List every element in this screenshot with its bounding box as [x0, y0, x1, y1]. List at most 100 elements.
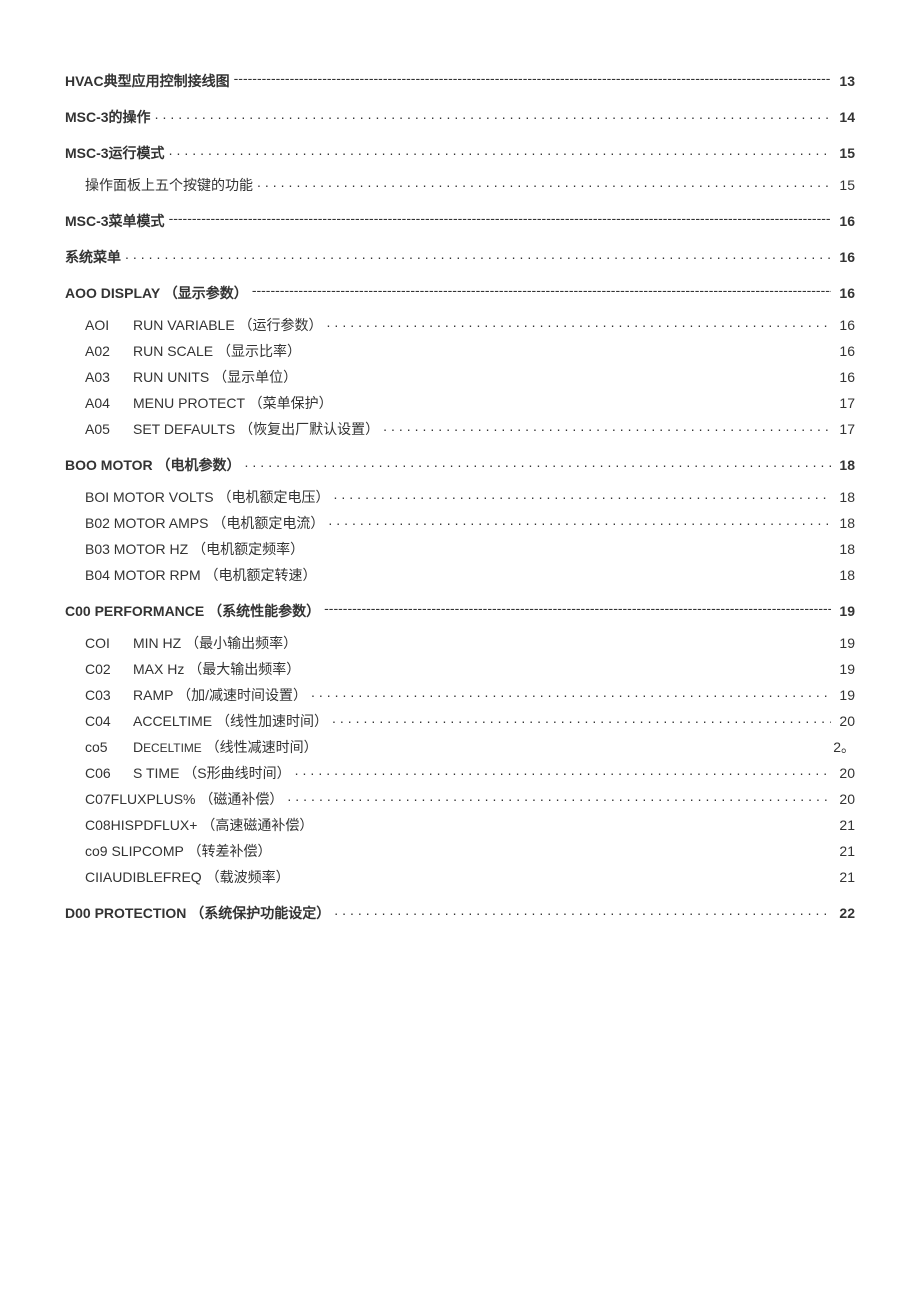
toc-entry: A03 RUN UNITS （显示单位） 16 — [65, 367, 855, 387]
toc-entry: A05SET DEFAULTS （恢复出厂默认设置）17 — [65, 419, 855, 439]
toc-entry-label: SET DEFAULTS （恢复出厂默认设置） — [133, 419, 379, 439]
toc-entry: C03RAMP （加/减速时间设置）19 — [65, 685, 855, 705]
toc-entry: MSC-3运行模式 15 — [65, 143, 855, 163]
toc-entry-label: C08HISPDFLUX+ （高速磁通补偿） — [85, 815, 313, 835]
toc-entry-page: 18 — [835, 567, 855, 583]
toc-entry-label: AOO DISPLAY （显示参数） — [65, 283, 248, 303]
toc-entry: C06S TIME （S形曲线时间）20 — [65, 763, 855, 783]
toc-entry-page: 19 — [835, 635, 855, 651]
toc-entry: D00 PROTECTION （系统保护功能设定）22 — [65, 903, 855, 923]
toc-entry-label: RUN UNITS （显示单位） — [133, 367, 297, 387]
toc-entry-label: RUN VARIABLE （运行参数） — [133, 315, 323, 335]
toc-entry-page: 21 — [835, 869, 855, 885]
toc-entry: COIMIN HZ （最小输出频率）19 — [65, 633, 855, 653]
toc-entry-page: 19 — [835, 687, 855, 703]
toc-entry-page: 20 — [835, 765, 855, 781]
toc-entry-page: 13 — [835, 73, 855, 89]
toc-entry-label: MSC-3运行模式 — [65, 143, 165, 163]
toc-leader — [245, 456, 831, 470]
toc-entry-label: 操作面板上五个按键的功能 — [85, 175, 253, 195]
toc-entry-label: ACCELTIME （线性加速时间） — [133, 711, 328, 731]
toc-entry-page: 15 — [835, 177, 855, 193]
toc-entry-page: 18 — [835, 457, 855, 473]
toc-leader — [311, 686, 831, 700]
toc-entry-page: 14 — [835, 109, 855, 125]
toc-entry-code: COI — [85, 635, 127, 651]
toc-entry-label: C07FLUXPLUS% （磁通补偿） — [85, 789, 283, 809]
toc-entry: B04 MOTOR RPM （电机额定转速） 18 — [65, 565, 855, 585]
toc-entry-page: 19 — [835, 661, 855, 677]
toc-entry: A02RUN SCALE （显示比率）16 — [65, 341, 855, 361]
toc-entry-code: A02 — [85, 343, 127, 359]
toc-entry: BOO MOTOR （电机参数） 18 — [65, 455, 855, 475]
toc-entry: 操作面板上五个按键的功能 15 — [65, 175, 855, 195]
toc-entry-label: DECELTIME （线性减速时间） — [133, 737, 318, 757]
toc-entry-code: C04 — [85, 713, 127, 729]
toc-entry: CIIAUDIBLEFREQ （载波频率） 21 — [65, 867, 855, 887]
toc-entry-page: 19 — [835, 603, 855, 619]
toc-entry-label: B03 MOTOR HZ （电机额定频率） — [85, 539, 304, 559]
toc-leader — [334, 904, 831, 918]
toc-entry-page: 17 — [835, 421, 855, 437]
toc-leader — [295, 764, 831, 778]
toc-entry-label: MENU PROTECT （菜单保护） — [133, 393, 333, 413]
toc-entry-page: 16 — [835, 285, 855, 301]
toc-entry-label: C00 PERFORMANCE （系统性能参数） — [65, 601, 320, 621]
toc-leader — [287, 790, 831, 804]
toc-entry-page: 15 — [835, 145, 855, 161]
toc-entry-code: A04 — [85, 395, 127, 411]
toc-entry-page: 18 — [835, 489, 855, 505]
toc-entry: MSC-3菜单模式 16 — [65, 211, 855, 231]
toc-entry-code: C03 — [85, 687, 127, 703]
toc-leader — [324, 602, 831, 616]
toc-entry: co5DECELTIME （线性减速时间）2。 — [65, 737, 855, 757]
toc-leader — [125, 248, 831, 262]
toc-leader — [169, 212, 831, 226]
toc-entry-label: BOI MOTOR VOLTS （电机额定电压） — [85, 487, 330, 507]
toc-entry-page: 21 — [835, 843, 855, 859]
toc-entry-page: 22 — [835, 905, 855, 921]
toc-entry-label: S TIME （S形曲线时间） — [133, 763, 291, 783]
toc-entry: B03 MOTOR HZ （电机额定频率） 18 — [65, 539, 855, 559]
toc-entry-page: 16 — [835, 249, 855, 265]
toc-leader — [327, 316, 831, 330]
toc-entry-label: MSC-3的操作 — [65, 107, 151, 127]
toc-entry: BOI MOTOR VOLTS （电机额定电压） 18 — [65, 487, 855, 507]
toc-entry: A04 MENU PROTECT （菜单保护） 17 — [65, 393, 855, 413]
toc-entry: HVAC典型应用控制接线图 13 — [65, 71, 855, 91]
toc-entry-page: 17 — [835, 395, 855, 411]
toc-entry: AOIRUN VARIABLE （运行参数）16 — [65, 315, 855, 335]
toc-entry-label: B04 MOTOR RPM （电机额定转速） — [85, 565, 317, 585]
toc-leader — [334, 488, 831, 502]
toc-entry-label: 系统菜单 — [65, 247, 121, 267]
toc-entry: C08HISPDFLUX+ （高速磁通补偿） 21 — [65, 815, 855, 835]
toc-entry-label: BOO MOTOR （电机参数） — [65, 455, 241, 475]
toc-leader — [328, 514, 831, 528]
toc-entry-label: co9 SLIPCOMP （转差补偿） — [85, 841, 271, 861]
toc-entry-page: 20 — [835, 791, 855, 807]
toc-entry-page: 16 — [835, 343, 855, 359]
toc-leader — [169, 144, 831, 158]
toc-leader — [257, 176, 831, 190]
toc-entry: MSC-3的操作 14 — [65, 107, 855, 127]
toc-leader — [383, 420, 831, 434]
toc-entry: C02MAX Hz （最大输出频率）19 — [65, 659, 855, 679]
toc-entry-page: 20 — [835, 713, 855, 729]
toc-entry-page: 21 — [835, 817, 855, 833]
toc-leader — [234, 72, 831, 86]
toc-entry-page: 16 — [835, 213, 855, 229]
toc-entry: C04 ACCELTIME （线性加速时间） 20 — [65, 711, 855, 731]
toc-entry-page: 2。 — [833, 737, 855, 757]
toc-entry: C00 PERFORMANCE （系统性能参数） 19 — [65, 601, 855, 621]
toc-entry: AOO DISPLAY （显示参数） 16 — [65, 283, 855, 303]
toc-entry-code: C02 — [85, 661, 127, 677]
toc-entry-label: CIIAUDIBLEFREQ （载波频率） — [85, 867, 290, 887]
toc-entry-page: 16 — [835, 369, 855, 385]
toc-leader — [332, 712, 831, 726]
toc-entry-label: HVAC典型应用控制接线图 — [65, 71, 230, 91]
toc-entry-label: B02 MOTOR AMPS （电机额定电流） — [85, 513, 324, 533]
toc-leader — [252, 284, 831, 298]
toc-entry-page: 18 — [835, 541, 855, 557]
toc-entry-label: MSC-3菜单模式 — [65, 211, 165, 231]
toc-entry-code: A03 — [85, 369, 127, 385]
